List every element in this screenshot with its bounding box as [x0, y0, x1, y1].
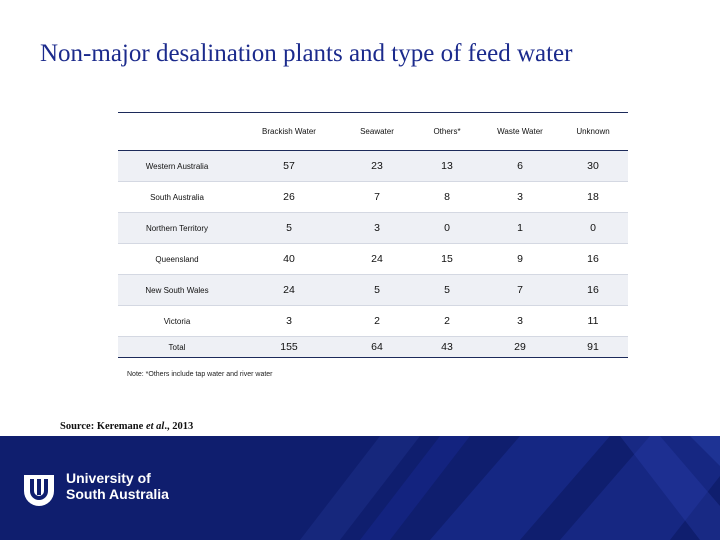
header-cell-waste: Waste Water	[482, 112, 558, 151]
table-cell: 16	[558, 274, 628, 306]
table-cell: 155	[236, 336, 342, 358]
table-cell: 5	[236, 212, 342, 244]
row-label: South Australia	[118, 181, 236, 213]
data-table-container: Brackish Water Seawater Others* Waste Wa…	[118, 112, 628, 358]
table-cell: 29	[482, 336, 558, 358]
university-name: University of South Australia	[66, 470, 169, 502]
table-cell: 3	[482, 305, 558, 337]
university-name-line1: University of	[66, 470, 151, 486]
row-label: New South Wales	[118, 274, 236, 306]
source-prefix: Source: Keremane	[60, 421, 146, 432]
header-cell-brackish: Brackish Water	[236, 112, 342, 151]
table-cell: 2	[342, 305, 412, 337]
footer-decoration	[300, 436, 720, 540]
table-note: Note: *Others include tap water and rive…	[127, 371, 273, 378]
table-cell: 13	[412, 150, 482, 182]
table-row: New South Wales 24 5 5 7 16	[118, 274, 628, 306]
table-cell: 3	[342, 212, 412, 244]
row-label: Total	[118, 336, 236, 358]
table-cell: 7	[342, 181, 412, 213]
table-cell: 64	[342, 336, 412, 358]
source-suffix: ., 2013	[164, 421, 194, 432]
table-header-row: Brackish Water Seawater Others* Waste Wa…	[118, 112, 628, 151]
table-cell: 0	[412, 212, 482, 244]
table-cell: 9	[482, 243, 558, 275]
row-label: Western Australia	[118, 150, 236, 182]
table-cell: 16	[558, 243, 628, 275]
row-label: Queensland	[118, 243, 236, 275]
table-cell: 8	[412, 181, 482, 213]
header-cell-unknown: Unknown	[558, 112, 628, 151]
table-cell: 26	[236, 181, 342, 213]
table-row: Northern Territory 5 3 0 1 0	[118, 212, 628, 244]
table-cell: 5	[342, 274, 412, 306]
table-row: Western Australia 57 23 13 6 30	[118, 150, 628, 182]
table-cell: 2	[412, 305, 482, 337]
table-cell: 18	[558, 181, 628, 213]
header-cell-corner	[118, 112, 236, 151]
table-cell: 40	[236, 243, 342, 275]
table-cell: 23	[342, 150, 412, 182]
source-italic: et al	[145, 421, 165, 432]
slide-title: Non-major desalination plants and type o…	[40, 40, 573, 67]
table-row: South Australia 26 7 8 3 18	[118, 181, 628, 213]
header-cell-others: Others*	[412, 112, 482, 151]
table-cell: 91	[558, 336, 628, 358]
table-cell: 0	[558, 212, 628, 244]
table-cell: 24	[236, 274, 342, 306]
footer-banner: University of South Australia	[0, 436, 720, 540]
table-cell: 3	[482, 181, 558, 213]
table-row: Victoria 3 2 2 3 11	[118, 305, 628, 337]
source-citation: Source: Keremane et al., 2013	[60, 421, 193, 432]
header-cell-seawater: Seawater	[342, 112, 412, 151]
table-cell: 3	[236, 305, 342, 337]
table-cell: 11	[558, 305, 628, 337]
table-cell: 30	[558, 150, 628, 182]
table-cell: 15	[412, 243, 482, 275]
university-logo-icon	[24, 475, 54, 506]
table-cell: 7	[482, 274, 558, 306]
table-row: Queensland 40 24 15 9 16	[118, 243, 628, 275]
feed-water-table: Brackish Water Seawater Others* Waste Wa…	[118, 112, 628, 358]
table-cell: 43	[412, 336, 482, 358]
university-name-line2: South Australia	[66, 486, 169, 502]
table-cell: 24	[342, 243, 412, 275]
table-cell: 1	[482, 212, 558, 244]
table-cell: 6	[482, 150, 558, 182]
table-cell: 57	[236, 150, 342, 182]
table-cell: 5	[412, 274, 482, 306]
row-label: Northern Territory	[118, 212, 236, 244]
table-total-row: Total 155 64 43 29 91	[118, 336, 628, 358]
row-label: Victoria	[118, 305, 236, 337]
